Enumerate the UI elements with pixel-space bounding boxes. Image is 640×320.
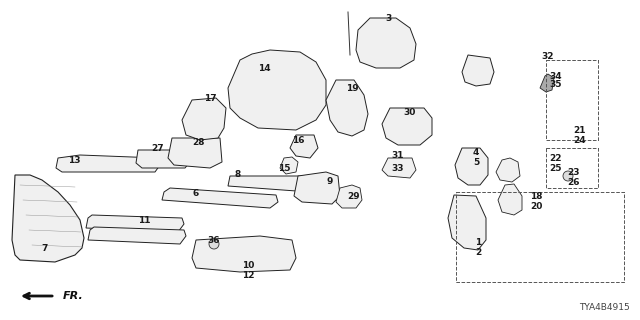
Text: 27: 27 <box>152 143 164 153</box>
Polygon shape <box>294 172 340 204</box>
Text: 19: 19 <box>346 84 358 92</box>
Polygon shape <box>336 185 362 208</box>
Text: 35: 35 <box>550 79 563 89</box>
Text: 17: 17 <box>204 93 216 102</box>
Text: 5: 5 <box>473 157 479 166</box>
Text: 30: 30 <box>404 108 416 116</box>
Circle shape <box>209 239 219 249</box>
Polygon shape <box>448 195 486 250</box>
Text: 24: 24 <box>573 135 586 145</box>
Text: 9: 9 <box>327 177 333 186</box>
Text: 15: 15 <box>278 164 291 172</box>
Polygon shape <box>228 176 318 192</box>
Text: 4: 4 <box>473 148 479 156</box>
Text: 21: 21 <box>573 125 586 134</box>
Text: 2: 2 <box>475 247 481 257</box>
Polygon shape <box>56 155 160 172</box>
Text: 29: 29 <box>348 191 360 201</box>
Polygon shape <box>88 227 186 244</box>
Text: 25: 25 <box>550 164 563 172</box>
Polygon shape <box>326 80 368 136</box>
Text: 13: 13 <box>68 156 80 164</box>
Polygon shape <box>86 215 184 232</box>
Text: TYA4B4915: TYA4B4915 <box>579 303 630 312</box>
Text: 28: 28 <box>192 138 204 147</box>
Text: 6: 6 <box>193 188 199 197</box>
Polygon shape <box>382 158 416 178</box>
Text: 1: 1 <box>475 237 481 246</box>
Text: 18: 18 <box>530 191 542 201</box>
Text: 11: 11 <box>138 215 150 225</box>
Text: 36: 36 <box>208 236 220 244</box>
Polygon shape <box>168 138 222 168</box>
Polygon shape <box>228 50 326 130</box>
Text: 31: 31 <box>392 150 404 159</box>
Polygon shape <box>462 55 494 86</box>
Circle shape <box>563 171 573 181</box>
Text: 3: 3 <box>385 13 391 22</box>
Polygon shape <box>496 158 520 182</box>
Text: 23: 23 <box>568 167 580 177</box>
Polygon shape <box>498 184 522 215</box>
Polygon shape <box>182 98 226 140</box>
Polygon shape <box>356 18 416 68</box>
Polygon shape <box>136 150 190 168</box>
Text: 7: 7 <box>42 244 48 252</box>
Text: 10: 10 <box>242 261 254 270</box>
Text: 32: 32 <box>541 52 554 60</box>
Text: 8: 8 <box>235 170 241 179</box>
Polygon shape <box>12 175 84 262</box>
Polygon shape <box>162 188 278 208</box>
Polygon shape <box>280 157 298 174</box>
Text: 14: 14 <box>258 63 270 73</box>
Text: FR.: FR. <box>63 291 84 301</box>
Text: 34: 34 <box>550 71 563 81</box>
Text: 12: 12 <box>242 271 254 281</box>
Polygon shape <box>290 135 318 158</box>
Polygon shape <box>192 236 296 272</box>
Text: 33: 33 <box>392 164 404 172</box>
Polygon shape <box>455 148 488 185</box>
Polygon shape <box>382 108 432 145</box>
Polygon shape <box>540 74 554 92</box>
Text: 26: 26 <box>568 178 580 187</box>
Text: 16: 16 <box>292 135 304 145</box>
Text: 22: 22 <box>550 154 563 163</box>
Text: 20: 20 <box>530 202 542 211</box>
